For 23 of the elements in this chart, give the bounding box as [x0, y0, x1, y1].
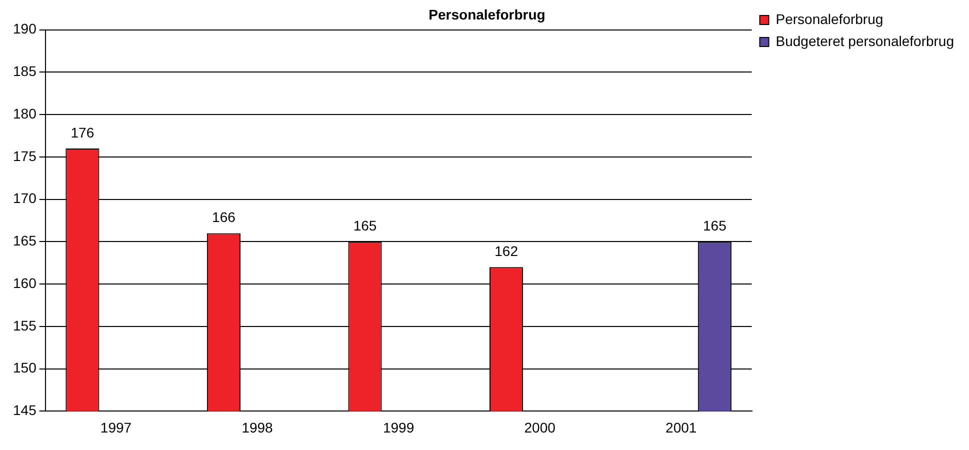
y-tick-label: 185: [13, 63, 37, 80]
y-tick-label: 150: [13, 360, 37, 376]
x-tick-label: 2000: [524, 419, 556, 436]
x-tick-label: 2001: [666, 419, 697, 436]
y-tick-label: 160: [13, 274, 37, 291]
legend-label: Personaleforbrug: [776, 10, 884, 27]
y-tick-label: 180: [13, 105, 37, 122]
x-tick-label: 1998: [242, 419, 274, 436]
y-tick-label: 190: [13, 20, 37, 37]
x-tick-label: 1999: [382, 419, 414, 436]
y-tick-label: 175: [13, 148, 37, 164]
data-label: 166: [212, 209, 236, 226]
data-label: 176: [70, 124, 94, 140]
x-tick-label: 1997: [100, 419, 132, 436]
y-tick-label: 165: [13, 232, 37, 249]
chart-title: Personaleforbrug: [428, 6, 546, 22]
data-label: 162: [494, 242, 518, 259]
data-label: 165: [353, 218, 377, 234]
data-label: 165: [703, 218, 727, 234]
y-tick-label: 170: [13, 190, 37, 206]
y-tick-label: 155: [13, 317, 37, 334]
y-tick-label: 145: [13, 402, 37, 418]
legend-label: Budgeteret personaleforbrug: [776, 32, 954, 49]
